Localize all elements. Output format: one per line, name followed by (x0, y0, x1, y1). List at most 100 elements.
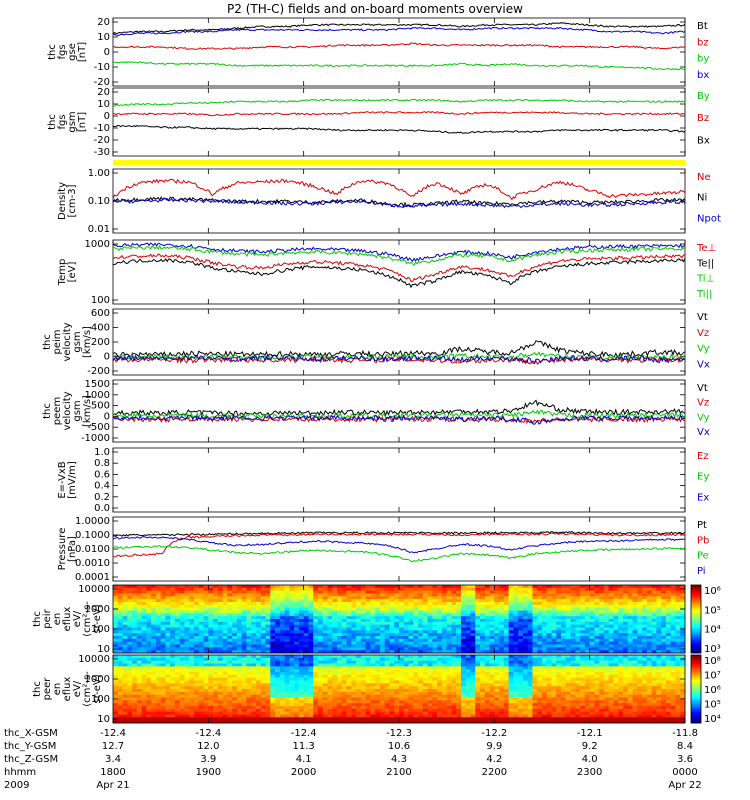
footer-cell: -12.3 (386, 728, 412, 739)
series-vx (113, 413, 685, 425)
y-axis-label: peim (52, 329, 63, 354)
footer-cell: -12.4 (195, 728, 222, 739)
y-tick-label: -20 (94, 135, 110, 146)
footer-cell: -12.4 (290, 728, 317, 739)
footer-row: thc_Z-GSM 3.4 3.9 4.1 4.3 4.2 4.0 3.6 (4, 754, 744, 765)
y-axis-label: thc (42, 334, 53, 350)
panel-fgs_gse: 20 10 0 -10 -20 thc fgs gse [nT] Bt bz by bx (47, 17, 709, 88)
panel-frame (112, 87, 686, 157)
legend-ey: Ey (697, 472, 709, 483)
y-axis-label: en (52, 613, 63, 626)
footer-row: 2009 Apr 21 Apr 22 (4, 780, 744, 791)
y-tick-label: -20 (94, 77, 110, 88)
y-tick-label: 0.0010 (75, 558, 110, 569)
y-axis-label: E=-VxB (57, 461, 68, 498)
y-tick-label: 100 (91, 624, 110, 635)
panel-frame (112, 168, 686, 234)
y-axis-label: fgs (57, 44, 68, 59)
y-axis-label: thc (47, 114, 58, 130)
y-tick-label: 0.0100 (75, 544, 110, 555)
legend-vz: Vz (697, 328, 709, 339)
panel-pressure: 1.0000 0.1000 0.0100 0.0010 0.0001 Pressure [n… (57, 516, 709, 583)
panel-frame (112, 447, 686, 513)
colorbar-tick: 10⁷ (704, 671, 721, 682)
footer-cell: 3.6 (677, 754, 693, 765)
series-vz (113, 355, 685, 366)
y-tick-label: 10000 (78, 584, 110, 595)
series-bx (113, 26, 685, 36)
y-tick-label: 1000 (85, 239, 110, 250)
colorbar-tick: 10⁶ (704, 685, 721, 696)
y-axis-label: gse (67, 43, 78, 61)
footer-cell: -12.4 (100, 728, 126, 739)
y-axis-label: thc (42, 403, 53, 419)
colorbar-tick: 10⁵ (704, 700, 721, 711)
footer-row: hhmm 1800 1900 2000 2100 2200 2300 0000 (4, 767, 744, 778)
series-pe (113, 545, 685, 563)
footer-cell: 4.2 (486, 754, 503, 765)
panel-peir_efluxs: 10⁶ 10⁵ 10⁴ 10³ 10000 1000 100 10 thc peir en eflux… (32, 584, 721, 655)
series-ni (113, 195, 685, 208)
y-tick-label: 100 (91, 295, 110, 306)
y-tick-label: 10 (97, 714, 110, 725)
y-axis-label: [nT] (77, 42, 88, 62)
legend-vy: Vy (697, 344, 710, 355)
series-vt (113, 340, 685, 358)
y-axis-label: eV/ (72, 610, 83, 627)
series-pt (113, 531, 685, 538)
separator-band (113, 160, 685, 165)
y-tick-label: 0 (104, 352, 110, 363)
y-axis-label: velocity (62, 391, 73, 430)
y-axis-label: (cm²-s- (82, 671, 93, 707)
y-tick-label: -500 (87, 422, 110, 433)
y-tick-label: 400 (91, 323, 110, 334)
y-axis-label: peer (42, 677, 53, 701)
footer-cell: 4.0 (581, 754, 598, 765)
y-axis-label: [nPa] (67, 536, 78, 562)
y-tick-label: 10000 (78, 654, 110, 665)
y-tick-label: -200 (87, 366, 110, 377)
legend-ez: Ez (697, 451, 709, 462)
colorbar-tick: 10⁴ (704, 625, 721, 636)
series-bx (113, 124, 685, 134)
legend-bx: Bx (697, 135, 710, 146)
y-tick-label: 10 (97, 99, 110, 110)
legend-pe: Pe (697, 551, 709, 562)
footer-cell: 10.6 (387, 741, 411, 752)
footer-cell: 3.4 (105, 754, 121, 765)
y-axis-label: sr-eV) (92, 674, 103, 703)
footer-cell: -12.1 (576, 728, 603, 739)
y-axis-label: [cm-3] (67, 184, 78, 217)
legend-bz: Bz (697, 113, 709, 124)
y-tick-label: 0.4 (94, 481, 110, 492)
series-te (113, 253, 685, 283)
y-tick-label: 200 (91, 337, 110, 348)
footer-row-label: 2009 (4, 780, 30, 791)
y-axis-label: [eV] (67, 262, 78, 283)
y-tick-label: 1000 (85, 390, 110, 401)
y-tick-label: -10 (94, 62, 110, 73)
y-axis-label: velocity (62, 322, 73, 361)
footer-cell: 4.1 (295, 754, 312, 765)
y-axis-label: (cm²-s- (82, 601, 93, 637)
panel-peer_efluxs: 10⁸ 10⁷ 10⁶ 10⁵ 10⁴ 10000 1000 100 10 thc peer en ef… (32, 654, 721, 725)
colorbar-peir_efluxs: 10⁶ 10⁵ 10⁴ 10³ (690, 584, 721, 655)
panel-density: 1.00 0.10 0.01 Density [cm-3] Ne Ni Npot (57, 168, 721, 235)
footer-cell: -11.8 (672, 728, 698, 739)
y-axis-label: eflux (62, 677, 73, 702)
series-pb (113, 532, 685, 558)
legend-te: Te|| (696, 258, 714, 269)
y-tick-label: 0.0001 (75, 572, 110, 583)
y-tick-label: 0.6 (94, 469, 110, 480)
y-tick-label: 1.00 (88, 168, 110, 179)
footer-cell: 11.3 (292, 741, 315, 752)
legend-bx: bx (697, 70, 709, 81)
series-vy (113, 351, 685, 362)
page-title: P2 (TH-C) fields and on-board moments ov… (227, 2, 523, 16)
legend-vt: Vt (697, 312, 708, 323)
y-axis-label: thc (32, 681, 43, 697)
legend-ti: Ti|| (696, 289, 712, 300)
y-tick-label: 0 (104, 111, 110, 122)
y-axis-label: sr-eV) (92, 604, 103, 633)
